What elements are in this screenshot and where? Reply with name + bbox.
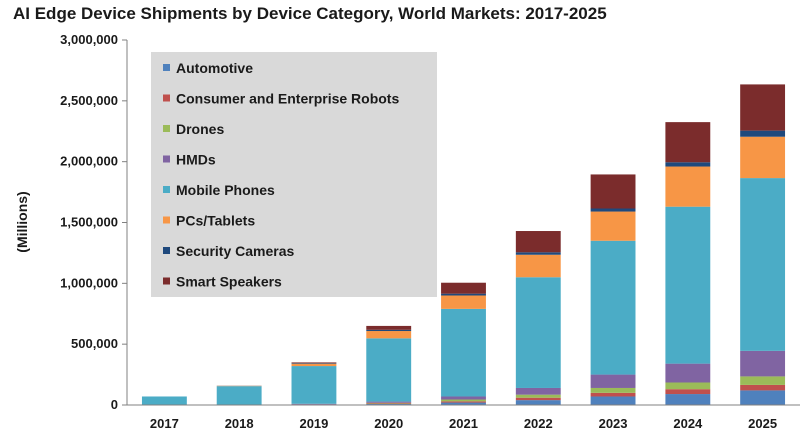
bar-segment	[740, 136, 786, 179]
x-tick-label: 2020	[374, 416, 403, 431]
bar-segment	[665, 122, 711, 163]
legend-label: HMDs	[176, 152, 216, 168]
bar-segment	[441, 293, 486, 296]
x-tick-label: 2024	[673, 416, 703, 431]
bar-segment	[740, 178, 786, 351]
bar-segment	[515, 387, 561, 395]
bar-segment	[441, 295, 486, 309]
legend-swatch	[163, 125, 170, 132]
bar-segment	[590, 211, 636, 241]
bar-segment	[291, 362, 337, 364]
bar-segment	[590, 392, 636, 397]
y-tick-label: 2,000,000	[60, 154, 118, 169]
bar-segment	[515, 231, 561, 253]
legend-swatch	[163, 277, 170, 285]
bar-segment	[590, 374, 636, 388]
bar-segment	[216, 386, 262, 405]
bar-segment	[590, 208, 636, 212]
x-tick-label: 2021	[449, 416, 478, 431]
bar-segment	[441, 396, 486, 400]
bar-segment	[366, 403, 412, 405]
bar-segment	[515, 254, 561, 278]
axes-layer: 0 500,000 1,000,000 1,500,000 2,000,000 2,500…	[60, 32, 800, 431]
y-axis-label: (Millions)	[14, 191, 30, 252]
bar-segment	[291, 403, 337, 405]
legend-swatch	[163, 216, 170, 224]
y-tick-label: 1,500,000	[60, 215, 118, 230]
bar-segment	[366, 338, 412, 402]
legend-label: PCs/Tablets	[176, 213, 255, 229]
y-tick-label: 0	[111, 397, 118, 412]
bar-segment	[590, 387, 636, 393]
chart-title: AI Edge Device Shipments by Device Categ…	[13, 4, 607, 23]
bar-segment	[590, 240, 636, 375]
bar-segment	[740, 84, 786, 131]
x-tick-label: 2017	[150, 416, 179, 431]
legend-label: Automotive	[176, 60, 253, 76]
bar-segment	[441, 402, 486, 405]
x-tick-label: 2018	[225, 416, 254, 431]
legend-label: Consumer and Enterprise Robots	[176, 91, 399, 107]
y-tick-label: 500,000	[71, 336, 118, 351]
legend: Automotive Consumer and Enterprise Robots…	[151, 52, 437, 297]
legend-swatch	[163, 155, 170, 163]
y-tick-label: 2,500,000	[60, 93, 118, 108]
bar-segment	[515, 397, 561, 401]
bar-segment	[665, 166, 711, 207]
x-tick-label: 2019	[299, 416, 328, 431]
bar-segment	[441, 308, 486, 397]
bar-segment	[441, 401, 486, 403]
legend-label: Security Cameras	[176, 243, 295, 259]
bar-segment	[291, 363, 337, 364]
bar-segment	[665, 389, 711, 395]
bar-segment	[665, 382, 711, 390]
legend-box	[151, 52, 437, 297]
legend-label: Drones	[176, 121, 224, 137]
bar-segment	[515, 400, 561, 405]
bar-segment	[366, 325, 412, 330]
bar-segment	[291, 363, 337, 367]
legend-swatch	[163, 64, 170, 71]
bar-segment	[740, 384, 786, 391]
y-tick-label: 3,000,000	[60, 32, 118, 47]
bar-segment	[291, 366, 337, 404]
bars-layer	[141, 84, 786, 405]
legend-label: Mobile Phones	[176, 182, 275, 198]
bar-segment	[740, 376, 786, 385]
bar-segment	[740, 390, 786, 405]
bar-segment	[366, 331, 412, 339]
bar-segment	[366, 329, 412, 332]
bar-segment	[665, 394, 711, 405]
y-tick-label: 1,000,000	[60, 275, 118, 290]
bar-segment	[665, 206, 711, 364]
legend-swatch	[163, 94, 170, 102]
bar-segment	[740, 350, 786, 377]
bar-segment	[665, 363, 711, 383]
bar-segment	[590, 396, 636, 405]
bar-segment	[141, 396, 187, 405]
x-tick-label: 2025	[748, 416, 777, 431]
legend-swatch	[163, 247, 170, 254]
x-tick-label: 2022	[524, 416, 553, 431]
bar-segment	[441, 282, 486, 294]
bar-segment	[515, 394, 561, 398]
bar-segment	[441, 399, 486, 402]
bar-segment	[515, 252, 561, 255]
bar-segment	[740, 130, 786, 137]
bar-segment	[515, 277, 561, 388]
legend-swatch	[163, 186, 170, 193]
bar-segment	[366, 402, 412, 404]
bar-segment	[366, 401, 412, 403]
legend-label: Smart Speakers	[176, 274, 282, 290]
bar-segment	[590, 174, 636, 209]
x-tick-label: 2023	[599, 416, 628, 431]
bar-segment	[665, 162, 711, 167]
